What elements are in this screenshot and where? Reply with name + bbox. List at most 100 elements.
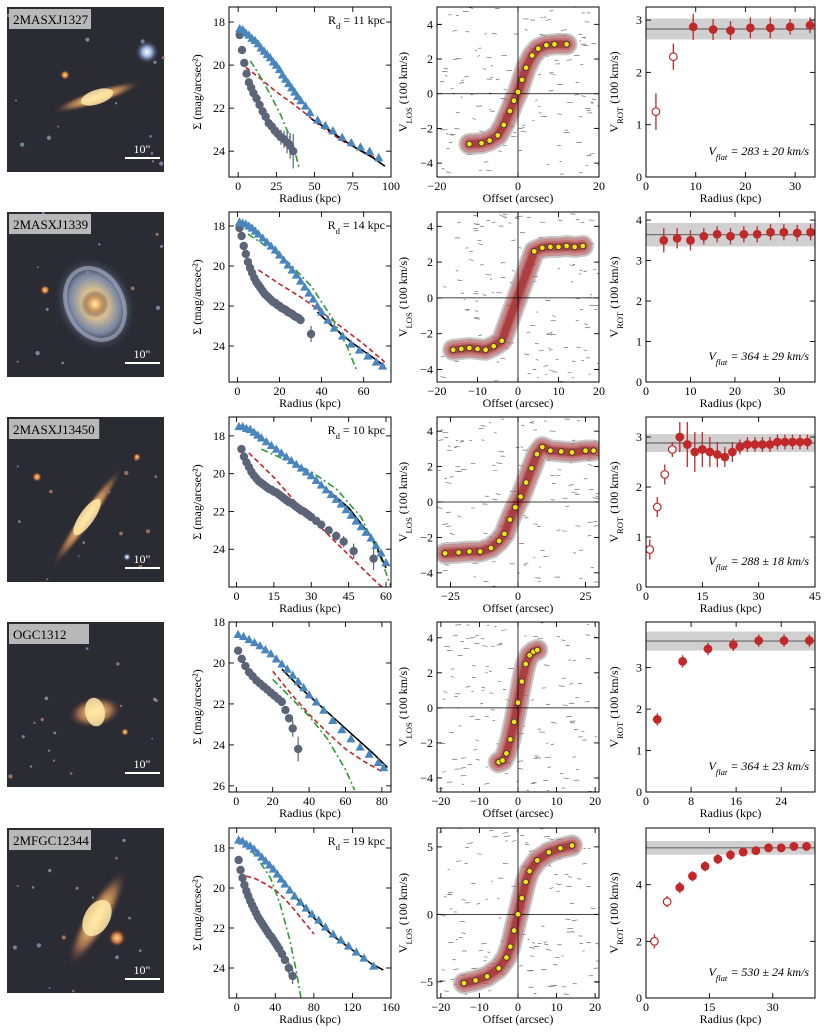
- y-tick-label: 2: [427, 460, 433, 474]
- y-tick-label: 24: [213, 339, 225, 353]
- x-axis-label: Radius (kpc): [279, 806, 341, 820]
- noise-contour: [531, 699, 534, 701]
- background-star: [33, 721, 36, 724]
- x-tick-label: 30: [767, 1000, 779, 1014]
- noise-contour: [535, 99, 538, 101]
- velocity-trace-point: [472, 977, 479, 984]
- noise-contour: [453, 634, 458, 637]
- y-tick-label: 2: [636, 480, 642, 494]
- vflat-label: Vflat = 364 ± 29 km/s: [708, 349, 809, 367]
- noise-contour: [502, 863, 509, 865]
- y-tick-label: 22: [213, 697, 225, 711]
- noise-contour: [502, 832, 508, 834]
- vflat-label: Vflat = 530 ± 24 km/s: [708, 965, 809, 983]
- noise-contour: [527, 969, 534, 972]
- rotation-point: [712, 229, 722, 239]
- background-star: [8, 774, 13, 779]
- core-point: [288, 971, 297, 981]
- x-axis-label: Radius (kpc): [279, 601, 341, 615]
- y-tick-label: −2: [420, 530, 433, 544]
- y-tick-label: −5: [420, 975, 433, 989]
- noise-contour: [546, 333, 552, 335]
- noise-contour: [519, 965, 523, 967]
- galaxy-label-box: [9, 214, 91, 234]
- y-axis-label: VLOS (100 km/s): [396, 873, 414, 953]
- disk-scale-label: Rd = 19 kpc: [328, 834, 385, 852]
- background-star: [85, 37, 90, 42]
- noise-contour: [584, 701, 590, 703]
- x-tick-label: −10: [468, 384, 487, 398]
- rotation-point: [726, 850, 735, 860]
- noise-contour: [474, 290, 479, 292]
- noise-contour: [466, 842, 473, 844]
- velocity-trace-point: [522, 479, 530, 486]
- panel-position_velocity: −20 −10 0 10 20 −5 0 5 Offset (arcsec) VLOS (100 …: [396, 827, 601, 1026]
- noise-contour: [501, 54, 508, 57]
- x-tick-label: 0: [235, 179, 241, 193]
- noise-contour: [490, 709, 495, 711]
- noise-contour: [590, 101, 594, 103]
- core-point: [239, 241, 248, 251]
- total-point: [280, 879, 290, 888]
- y-tick-label: 3: [636, 13, 642, 27]
- core-point: [306, 329, 316, 339]
- noise-contour: [496, 644, 503, 646]
- noise-contour: [549, 985, 556, 987]
- x-tick-label: 120: [343, 1000, 361, 1014]
- total-point: [257, 852, 267, 861]
- rotation-point: [779, 636, 789, 646]
- total-point: [276, 874, 286, 883]
- noise-contour: [442, 431, 449, 434]
- noise-contour: [531, 942, 535, 944]
- noise-contour: [465, 686, 471, 688]
- panel-surface_brightness: Rd = 10 kpc 0 15 30 45 60 18 20 22 24 Radius (kpc)…: [190, 416, 392, 615]
- y-tick-label: 0: [427, 291, 433, 305]
- disk-scale-label: Rd = 11 kpc: [328, 13, 385, 31]
- panel-rotation_curve: Vflat = 364 ± 29 km/s 0 10 20 30 0 1 2 3 4 Radius …: [607, 211, 816, 410]
- noise-contour: [496, 78, 500, 81]
- total-point: [323, 315, 333, 324]
- noise-contour: [551, 482, 556, 484]
- total-point: [300, 101, 311, 110]
- noise-contour: [537, 580, 542, 583]
- total-point: [296, 96, 306, 105]
- plot-area: [646, 13, 815, 130]
- total-point: [366, 533, 376, 542]
- noise-contour: [530, 325, 536, 327]
- velocity-trace-point: [571, 243, 578, 251]
- noise-contour: [455, 465, 461, 468]
- total-point: [271, 444, 281, 453]
- background-star: [159, 161, 164, 166]
- total-point: [337, 724, 347, 734]
- total-point: [376, 548, 386, 557]
- background-star: [61, 361, 65, 365]
- y-axis-label: VROT (100 km/s): [607, 51, 625, 132]
- y-tick-label: −4: [420, 156, 433, 170]
- x-tick-label: 100: [382, 179, 400, 193]
- x-axis-label: Radius (kpc): [700, 806, 762, 820]
- x-axis-label: Radius (kpc): [700, 191, 762, 205]
- panel-rotation_curve: Vflat = 364 ± 23 km/s 0 8 16 24 0 1 2 3 Radius (k…: [607, 621, 816, 820]
- y-tick-label: 18: [213, 615, 225, 629]
- total-point: [249, 637, 260, 647]
- noise-contour: [481, 645, 488, 647]
- noise-contour: [543, 836, 550, 838]
- noise-contour: [566, 59, 572, 61]
- noise-contour: [588, 464, 593, 466]
- velocity-trace-point: [486, 137, 493, 144]
- x-tick-label: 0: [643, 1000, 649, 1014]
- noise-contour: [444, 990, 449, 992]
- y-tick-label: 0: [636, 991, 642, 1005]
- total-point: [326, 489, 336, 499]
- background-star: [69, 772, 73, 775]
- y-tick-label: 0: [427, 87, 433, 101]
- galaxy-bulge: [73, 498, 101, 536]
- background-star: [16, 884, 19, 887]
- total-point: [336, 935, 346, 944]
- noise-contour: [442, 523, 449, 525]
- y-axis-label: Σ (mag/arcsec²): [190, 259, 204, 335]
- noise-contour: [492, 221, 496, 224]
- disk-profile-line: [248, 452, 384, 587]
- noise-contour: [529, 947, 535, 949]
- background-star: [85, 647, 89, 650]
